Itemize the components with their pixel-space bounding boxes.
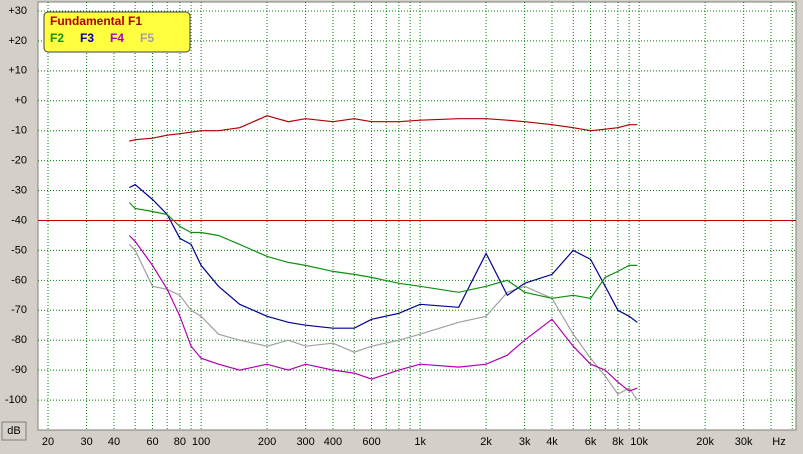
x-tick-label: 8k <box>612 436 624 448</box>
y-tick-label: -60 <box>11 274 27 286</box>
x-tick-label: 30k <box>735 436 753 448</box>
x-tick-label: 1k <box>414 436 426 448</box>
legend-label: F5 <box>140 31 154 45</box>
series-line <box>128 202 638 299</box>
unit-box <box>1 421 27 441</box>
x-tick-label: 300 <box>296 436 314 448</box>
series-line <box>129 115 638 142</box>
legend-label: F2 <box>50 31 64 45</box>
x-tick-label: 400 <box>324 436 342 448</box>
x-tick-label: 10k <box>630 436 648 448</box>
y-tick-label: +10 <box>8 65 27 77</box>
y-tick-label: -80 <box>11 334 27 346</box>
y-tick-label: +20 <box>8 35 27 47</box>
x-tick-label: 3k <box>519 436 531 448</box>
x-tick-label: 20k <box>696 436 714 448</box>
y-tick-label: -10 <box>11 125 27 137</box>
y-unit: dB <box>7 425 20 437</box>
x-tick-label: 40 <box>108 436 120 448</box>
plot-area <box>37 1 797 431</box>
series-line <box>128 243 638 401</box>
y-tick-label: -30 <box>11 184 27 196</box>
series-line <box>128 235 638 392</box>
y-tick-label: -20 <box>11 155 27 167</box>
x-tick-label: 600 <box>362 436 380 448</box>
y-tick-label: -70 <box>11 304 27 316</box>
x-tick-label: 4k <box>546 436 558 448</box>
series-line <box>129 183 638 329</box>
x-tick-label: 100 <box>192 436 210 448</box>
x-tick-label: 80 <box>174 436 186 448</box>
x-tick-label: 6k <box>585 436 597 448</box>
y-tick-label: -50 <box>11 244 27 256</box>
y-tick-label: -100 <box>5 394 27 406</box>
legend-box <box>43 11 191 53</box>
x-unit: Hz <box>772 436 785 448</box>
legend-label: F3 <box>80 31 94 45</box>
legend: Fundamental F1 F2 F3 F4 F5 <box>43 11 191 53</box>
y-tick-label: -40 <box>11 214 27 226</box>
y-tick-label: -90 <box>11 364 27 376</box>
y-tick-label: +0 <box>14 95 27 107</box>
x-tick-label: 60 <box>146 436 158 448</box>
x-tick-label: 30 <box>80 436 92 448</box>
x-tick-label: 20 <box>42 436 54 448</box>
legend-label: Fundamental F1 <box>50 14 142 28</box>
legend-label: F4 <box>110 31 124 45</box>
y-tick-label: +30 <box>8 5 27 17</box>
x-tick-label: 2k <box>480 436 492 448</box>
x-tick-label: 200 <box>258 436 276 448</box>
